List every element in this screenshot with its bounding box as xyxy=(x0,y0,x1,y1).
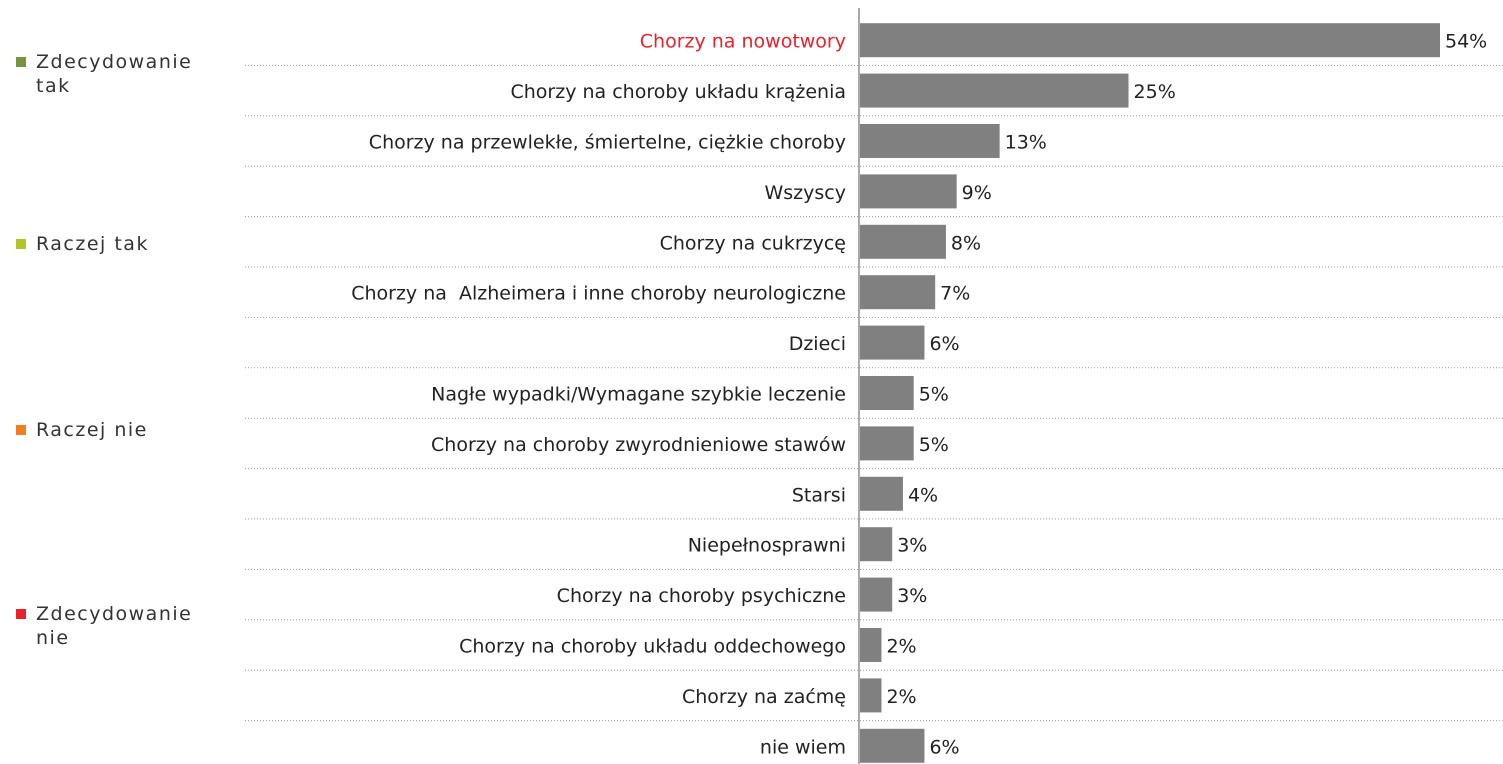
legend-label: Raczej nie xyxy=(36,419,148,441)
value-label: 4% xyxy=(908,484,938,506)
value-label: 6% xyxy=(929,333,959,355)
category-label: Chorzy na cukrzycę xyxy=(660,232,846,254)
bar xyxy=(860,728,925,763)
legend-label: Raczej tak xyxy=(36,233,149,255)
value-label: 25% xyxy=(1134,81,1176,103)
legend-item: Raczej nie xyxy=(16,418,216,442)
legend-swatch xyxy=(16,57,26,67)
bar xyxy=(860,376,914,410)
category-label: Chorzy na choroby układu oddechowego xyxy=(459,636,846,658)
category-label: nie wiem xyxy=(760,736,846,758)
bar xyxy=(860,678,882,713)
value-label: 2% xyxy=(886,636,916,658)
value-label: 3% xyxy=(897,585,927,607)
legend-item: Zdecydowanie tak xyxy=(16,50,216,98)
bar xyxy=(860,124,1000,158)
value-label: 9% xyxy=(962,182,992,204)
legend-item: Zdecydowanie nie xyxy=(16,602,216,650)
category-label: Chorzy na zaćmę xyxy=(682,686,846,708)
category-label: Dzieci xyxy=(789,333,846,355)
value-label: 8% xyxy=(951,232,981,254)
value-label: 6% xyxy=(929,736,959,758)
bar xyxy=(860,174,957,209)
category-label: Chorzy na nowotwory xyxy=(640,31,846,53)
bar xyxy=(860,577,893,612)
category-label: Chorzy na Alzheimera i inne choroby neur… xyxy=(351,283,846,305)
category-label: Nagłe wypadki/Wymagane szybkie leczenie xyxy=(431,384,846,406)
bar xyxy=(860,426,914,461)
value-label: 3% xyxy=(897,535,927,557)
bar xyxy=(860,23,1440,58)
legend-swatch xyxy=(16,239,26,249)
legend-swatch xyxy=(16,609,26,619)
value-label: 54% xyxy=(1445,31,1487,53)
category-label: Chorzy na choroby psychiczne xyxy=(557,585,846,607)
bar xyxy=(860,73,1129,108)
bar xyxy=(860,476,903,511)
category-label: Chorzy na choroby zwyrodnieniowe stawów xyxy=(431,434,846,456)
legend-swatch xyxy=(16,425,26,435)
category-label: Niepełnosprawni xyxy=(688,535,846,557)
category-label: Starsi xyxy=(792,484,846,506)
category-label: Chorzy na choroby układu krążenia xyxy=(510,81,846,103)
value-label: 2% xyxy=(886,686,916,708)
legend-label: Zdecydowanie nie xyxy=(36,603,193,649)
value-label: 13% xyxy=(1005,132,1047,154)
bar xyxy=(860,275,936,310)
category-label: Chorzy na przewlekłe, śmiertelne, ciężki… xyxy=(369,132,846,154)
value-label: 5% xyxy=(919,434,949,456)
value-label: 5% xyxy=(919,384,949,406)
legend-item: Raczej tak xyxy=(16,232,216,256)
bar xyxy=(860,527,893,562)
value-label: 7% xyxy=(940,283,970,305)
bar xyxy=(860,325,925,360)
legend-label: Zdecydowanie tak xyxy=(36,51,193,97)
category-label: Wszyscy xyxy=(765,182,847,204)
bar xyxy=(860,628,882,662)
bar xyxy=(860,224,946,259)
